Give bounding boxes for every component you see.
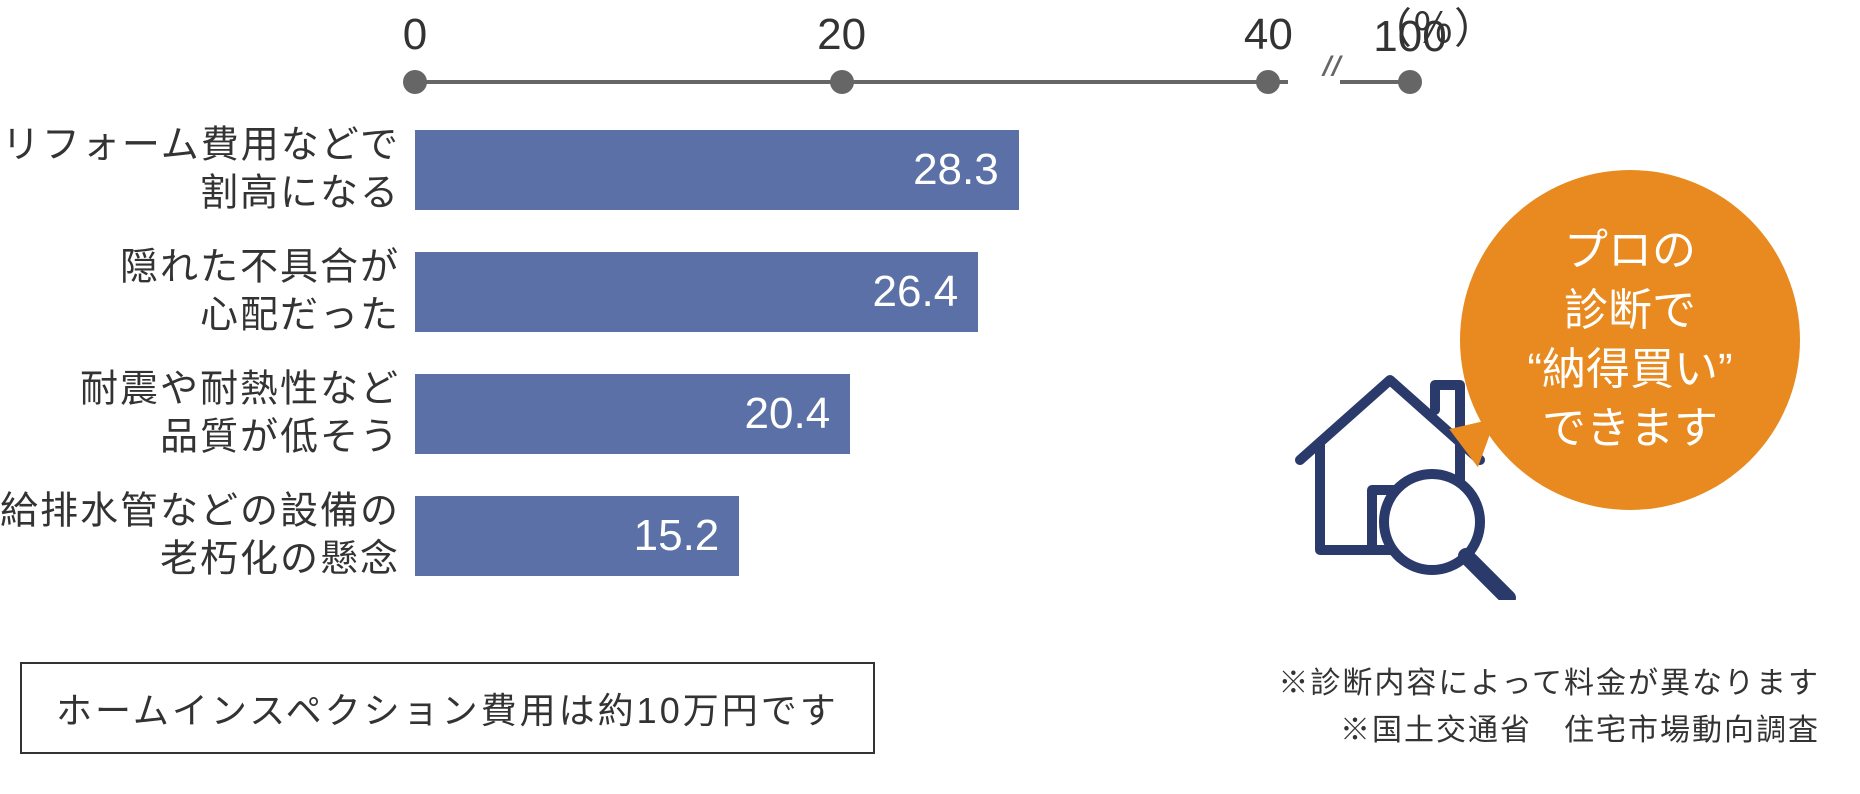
bar-chart: リフォーム費用などで 割高になる28.3隠れた不具合が 心配だった26.4耐震や… xyxy=(0,130,1000,618)
x-axis: 02040 xyxy=(415,80,1375,90)
axis-tick-label: 40 xyxy=(1244,10,1293,60)
bar-value: 26.4 xyxy=(873,267,959,317)
axis-break-mask xyxy=(1288,76,1340,88)
footnotes: ※診断内容によって料金が異なります※国土交通省 住宅市場動向調査 xyxy=(1278,661,1820,754)
bar-value: 15.2 xyxy=(634,511,720,561)
speech-bubble-text: プロの診断で“納得買い”できます xyxy=(1527,221,1732,459)
bar-value: 28.3 xyxy=(913,145,999,195)
axis-tick-label: 0 xyxy=(403,10,427,60)
bar-row: 隠れた不具合が 心配だった26.4 xyxy=(0,252,1000,332)
bar-row: 耐震や耐熱性など 品質が低そう20.4 xyxy=(0,374,1000,454)
bar: 15.2 xyxy=(415,496,739,576)
axis-line-after-break xyxy=(1340,80,1410,84)
bar-value: 20.4 xyxy=(745,389,831,439)
inspection-cost-note: ホームインスペクション費用は約10万円です xyxy=(20,662,875,754)
bar-label: リフォーム費用などで 割高になる xyxy=(2,123,400,218)
footnote-line: ※診断内容によって料金が異なります xyxy=(1278,661,1820,708)
illustration-area: プロの診断で“納得買い”できます xyxy=(1260,170,1820,600)
bar: 28.3 xyxy=(415,130,1019,210)
axis-tick xyxy=(403,70,427,94)
inspection-cost-note-text: ホームインスペクション費用は約10万円です xyxy=(56,690,839,731)
speech-bubble: プロの診断で“納得買い”できます xyxy=(1460,170,1800,510)
bar-label: 耐震や耐熱性など 品質が低そう xyxy=(80,367,400,462)
axis-tick-label: 100 xyxy=(1373,12,1446,62)
bar-row: 給排水管などの設備の 老朽化の懸念15.2 xyxy=(0,496,1000,576)
bar: 26.4 xyxy=(415,252,978,332)
axis-tick xyxy=(1256,70,1280,94)
footnote-line: ※国土交通省 住宅市場動向調査 xyxy=(1278,708,1820,755)
axis-tick-label: 20 xyxy=(817,10,866,60)
bar: 20.4 xyxy=(415,374,850,454)
axis-tick xyxy=(830,70,854,94)
bar-label: 給排水管などの設備の 老朽化の懸念 xyxy=(0,489,400,584)
bar-label: 隠れた不具合が 心配だった xyxy=(120,245,400,340)
axis-line xyxy=(415,80,1375,84)
bar-row: リフォーム費用などで 割高になる28.3 xyxy=(0,130,1000,210)
